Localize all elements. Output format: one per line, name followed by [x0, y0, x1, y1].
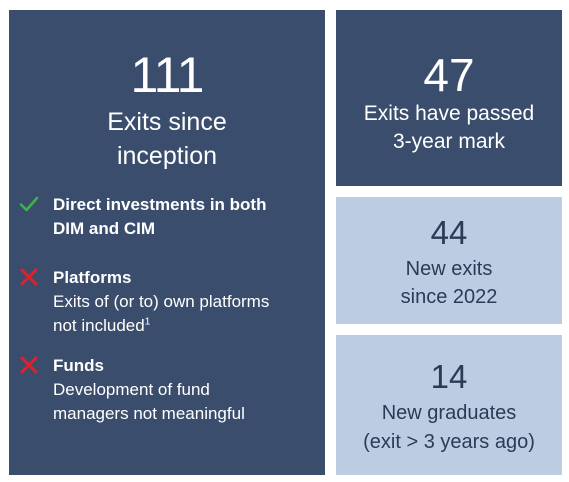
total-exits-caption: Exits since inception — [9, 105, 325, 173]
stat-panel-new-exits: 44 New exits since 2022 — [336, 197, 562, 324]
stat-number: 14 — [430, 358, 468, 395]
check-icon — [19, 196, 39, 212]
cross-icon — [20, 356, 38, 374]
stat-caption-line1: New graduates — [381, 402, 517, 424]
stat-caption: New graduates (exit > 3 years ago) — [336, 399, 562, 457]
criterion-funds-desc-line1: Development of fund — [53, 380, 210, 399]
stat-caption: Exits have passed 3-year mark — [336, 100, 562, 156]
criterion-funds-desc-line2: managers not meaningful — [53, 404, 245, 423]
criterion-platforms-title: Platforms — [53, 268, 132, 287]
criterion-direct-title-line1: Direct investments in both — [53, 195, 267, 214]
exits-summary-panel: 111 Exits since inception Direct investm… — [9, 10, 325, 475]
criterion-platforms-desc-line2: not included — [53, 316, 145, 335]
criterion-funds-title: Funds — [53, 356, 104, 375]
total-exits-number: 111 — [130, 47, 204, 103]
criterion-direct-title-line2: DIM and CIM — [53, 219, 155, 238]
stat-caption-line2: since 2022 — [400, 286, 498, 308]
stat-caption-line1: Exits have passed — [363, 102, 535, 125]
total-exits-caption-line2: inception — [116, 142, 218, 170]
stat-caption-line2: (exit > 3 years ago) — [363, 431, 535, 453]
stat-number: 44 — [430, 214, 468, 251]
total-exits-caption-line1: Exits since — [107, 108, 227, 136]
stat-caption-line1: New exits — [405, 258, 493, 280]
criterion-platforms-desc-line1: Exits of (or to) own platforms — [53, 292, 270, 311]
stat-number: 47 — [423, 49, 475, 101]
stat-caption: New exits since 2022 — [336, 255, 562, 311]
stat-panel-three-year-mark: 47 Exits have passed 3-year mark — [336, 10, 562, 186]
stat-caption-line2: 3-year mark — [392, 130, 506, 153]
footnote-marker: 1 — [144, 316, 151, 328]
cross-icon — [20, 268, 38, 286]
stat-panel-new-graduates: 14 New graduates (exit > 3 years ago) — [336, 335, 562, 475]
